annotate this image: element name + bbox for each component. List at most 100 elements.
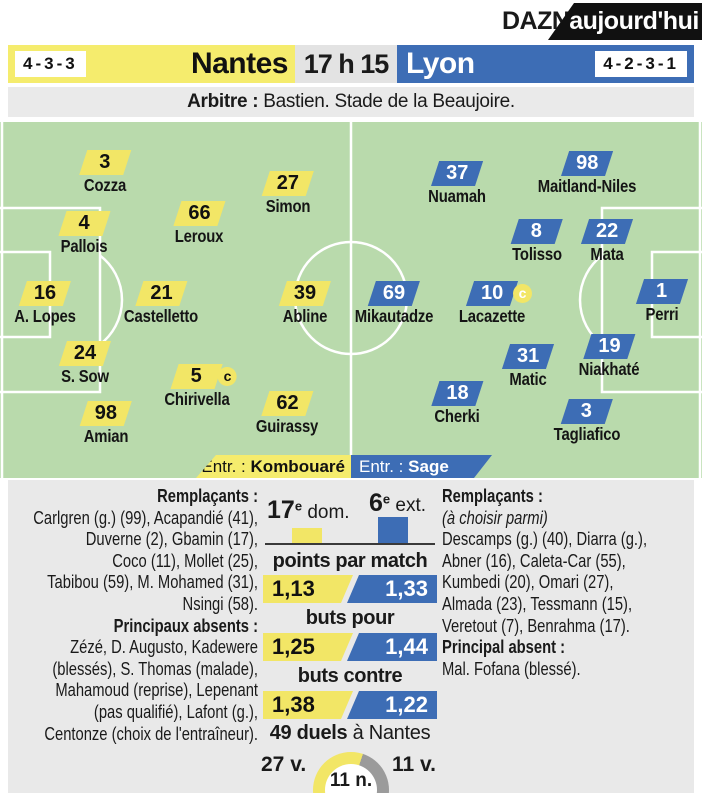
home-coach-name: Kombouaré bbox=[250, 457, 345, 476]
roster-line: Coco (11), Mollet (25), bbox=[112, 550, 258, 571]
captain-badge: c bbox=[513, 284, 532, 303]
away-points-value: 1,33 bbox=[347, 575, 437, 603]
away-coach-bar: Entr. : Sage bbox=[351, 455, 492, 478]
away-rank-bar bbox=[378, 517, 408, 543]
player-number: 98 bbox=[560, 151, 614, 176]
player-number: 21 bbox=[134, 281, 188, 306]
player-marker-home-5: 16 A. Lopes bbox=[9, 281, 81, 327]
player-name: Nuamah bbox=[428, 186, 486, 206]
away-coach-name: Sage bbox=[408, 457, 449, 476]
referee-label: Arbitre : bbox=[187, 91, 259, 112]
player-marker-away-6: 10 c Lacazette bbox=[453, 281, 532, 327]
player-marker-home-1: 3 Cozza bbox=[78, 150, 132, 196]
player-name: Cozza bbox=[83, 175, 127, 195]
player-number: 16 bbox=[18, 281, 72, 306]
player-marker-home-9: 5 c Chirivella bbox=[159, 364, 237, 410]
home-rank: 17e dom. bbox=[267, 496, 350, 524]
player-marker-away-1: 37 Nuamah bbox=[423, 161, 491, 207]
player-name: Lacazette bbox=[458, 306, 526, 326]
home-goals-for-value: 1,25 bbox=[263, 633, 353, 661]
player-marker-away-11: 3 Tagliafico bbox=[548, 399, 626, 445]
player-marker-away-8: 31 Matic bbox=[501, 344, 555, 390]
player-name: Tagliafico bbox=[553, 424, 621, 444]
roster-line: Nsingi (58). bbox=[182, 593, 258, 614]
broadcast-day-badge: aujourd'hui bbox=[548, 3, 702, 40]
stat-row-goals-for: 1,25 1,44 bbox=[263, 633, 437, 661]
duels-title: 49 duels à Nantes bbox=[269, 722, 431, 744]
player-marker-away-7: 1 Perri bbox=[635, 279, 689, 325]
pitch-markings bbox=[0, 122, 702, 478]
home-team-name: Nantes bbox=[190, 47, 289, 80]
player-name: Simon bbox=[265, 196, 311, 216]
home-formation: 4-3-3 bbox=[15, 51, 86, 77]
away-wins-label: 11 v. bbox=[392, 753, 436, 776]
player-number: 39 bbox=[278, 281, 332, 306]
player-name: Chirivella bbox=[164, 389, 230, 409]
player-marker-home-4: 66 Leroux bbox=[170, 201, 227, 247]
player-name: Niakhaté bbox=[578, 359, 640, 379]
player-marker-home-11: 62 Guirassy bbox=[250, 391, 323, 437]
away-formation: 4-2-3-1 bbox=[595, 51, 687, 77]
player-name: A. Lopes bbox=[14, 306, 76, 326]
roster-line: Descamps (g.) (40), Diarra (g.), bbox=[442, 529, 648, 550]
player-marker-away-2: 98 Maitland-Niles bbox=[529, 151, 645, 197]
roster-line: Tabibou (59), M. Mohamed (31), bbox=[47, 572, 258, 593]
roster-line: Mahamoud (reprise), Lepenant bbox=[55, 680, 258, 701]
roster-line: Centonze (choix de l'entraîneur). bbox=[44, 723, 258, 744]
player-number: 37 bbox=[430, 161, 484, 186]
player-number: 4 bbox=[57, 211, 111, 236]
player-number: 27 bbox=[261, 171, 315, 196]
player-name: Perri bbox=[645, 304, 679, 324]
player-name: Mikautadze bbox=[354, 306, 434, 326]
player-name: Amian bbox=[83, 426, 129, 446]
player-name: Castelletto bbox=[123, 306, 199, 326]
player-marker-home-7: 39 Abline bbox=[278, 281, 332, 327]
roster-line: Veretout (7), Benrahma (17). bbox=[442, 615, 630, 636]
player-number: 69 bbox=[367, 281, 421, 306]
away-roster-column: Remplaçants : (à choisir parmi) Descamps… bbox=[442, 486, 696, 680]
away-subs-note: (à choisir parmi) bbox=[442, 507, 548, 528]
player-marker-home-6: 21 Castelletto bbox=[117, 281, 204, 327]
stat-label-points: points par match bbox=[272, 550, 428, 572]
player-name: Pallois bbox=[60, 236, 108, 256]
draws-label: 11 n. bbox=[325, 764, 377, 793]
roster-line: Almada (23), Tessmann (15), bbox=[442, 593, 633, 614]
player-marker-away-5: 69 Mikautadze bbox=[348, 281, 440, 327]
player-marker-away-3: 8 Tolisso bbox=[508, 219, 567, 265]
player-marker-away-4: 22 Mata bbox=[580, 219, 634, 265]
player-number: 24 bbox=[58, 341, 112, 366]
player-number: 66 bbox=[172, 201, 226, 226]
player-name: Matic bbox=[509, 369, 547, 389]
away-goals-for-value: 1,44 bbox=[347, 633, 437, 661]
player-number: 5 bbox=[170, 364, 224, 389]
home-coach-bar: Entr. : Kombouaré bbox=[196, 455, 351, 478]
player-name: Guirassy bbox=[255, 416, 319, 436]
player-number: 1 bbox=[635, 279, 689, 304]
stat-row-points: 1,13 1,33 bbox=[263, 575, 437, 603]
player-name: Maitland-Niles bbox=[537, 176, 637, 196]
player-marker-away-10: 18 Cherki bbox=[430, 381, 484, 427]
away-rank: 6e ext. bbox=[369, 489, 427, 517]
roster-line: Kumbedi (20), Omari (27), bbox=[442, 572, 614, 593]
roster-line: Zézé, D. Augusto, Kadewere bbox=[70, 637, 258, 658]
player-marker-home-8: 24 S. Sow bbox=[57, 341, 113, 387]
home-absents-header: Principaux absents : bbox=[113, 615, 258, 636]
referee-strip: Arbitre : Bastien. Stade de la Beaujoire… bbox=[8, 87, 694, 117]
stat-row-goals-against: 1,38 1,22 bbox=[263, 691, 437, 719]
roster-line: Carlgren (g.) (99), Acapandié (41), bbox=[33, 507, 259, 528]
away-absents-header: Principal absent : bbox=[442, 637, 566, 658]
player-number: 18 bbox=[430, 381, 484, 406]
roster-line: Duverne (2), Gbamin (17), bbox=[85, 529, 259, 550]
player-name: Leroux bbox=[174, 226, 224, 246]
away-goals-against-value: 1,22 bbox=[347, 691, 437, 719]
home-roster-column: Remplaçants : Carlgren (g.) (99), Acapan… bbox=[4, 486, 258, 745]
player-number: 10 bbox=[465, 281, 519, 306]
divider-line bbox=[265, 543, 435, 545]
player-marker-home-3: 4 Pallois bbox=[56, 211, 111, 257]
player-name: Mata bbox=[590, 244, 624, 264]
player-name: Abline bbox=[282, 306, 328, 326]
home-goals-against-value: 1,38 bbox=[263, 691, 353, 719]
player-marker-home-10: 98 Amian bbox=[79, 401, 133, 447]
player-number: 3 bbox=[560, 399, 614, 424]
player-number: 31 bbox=[501, 344, 555, 369]
